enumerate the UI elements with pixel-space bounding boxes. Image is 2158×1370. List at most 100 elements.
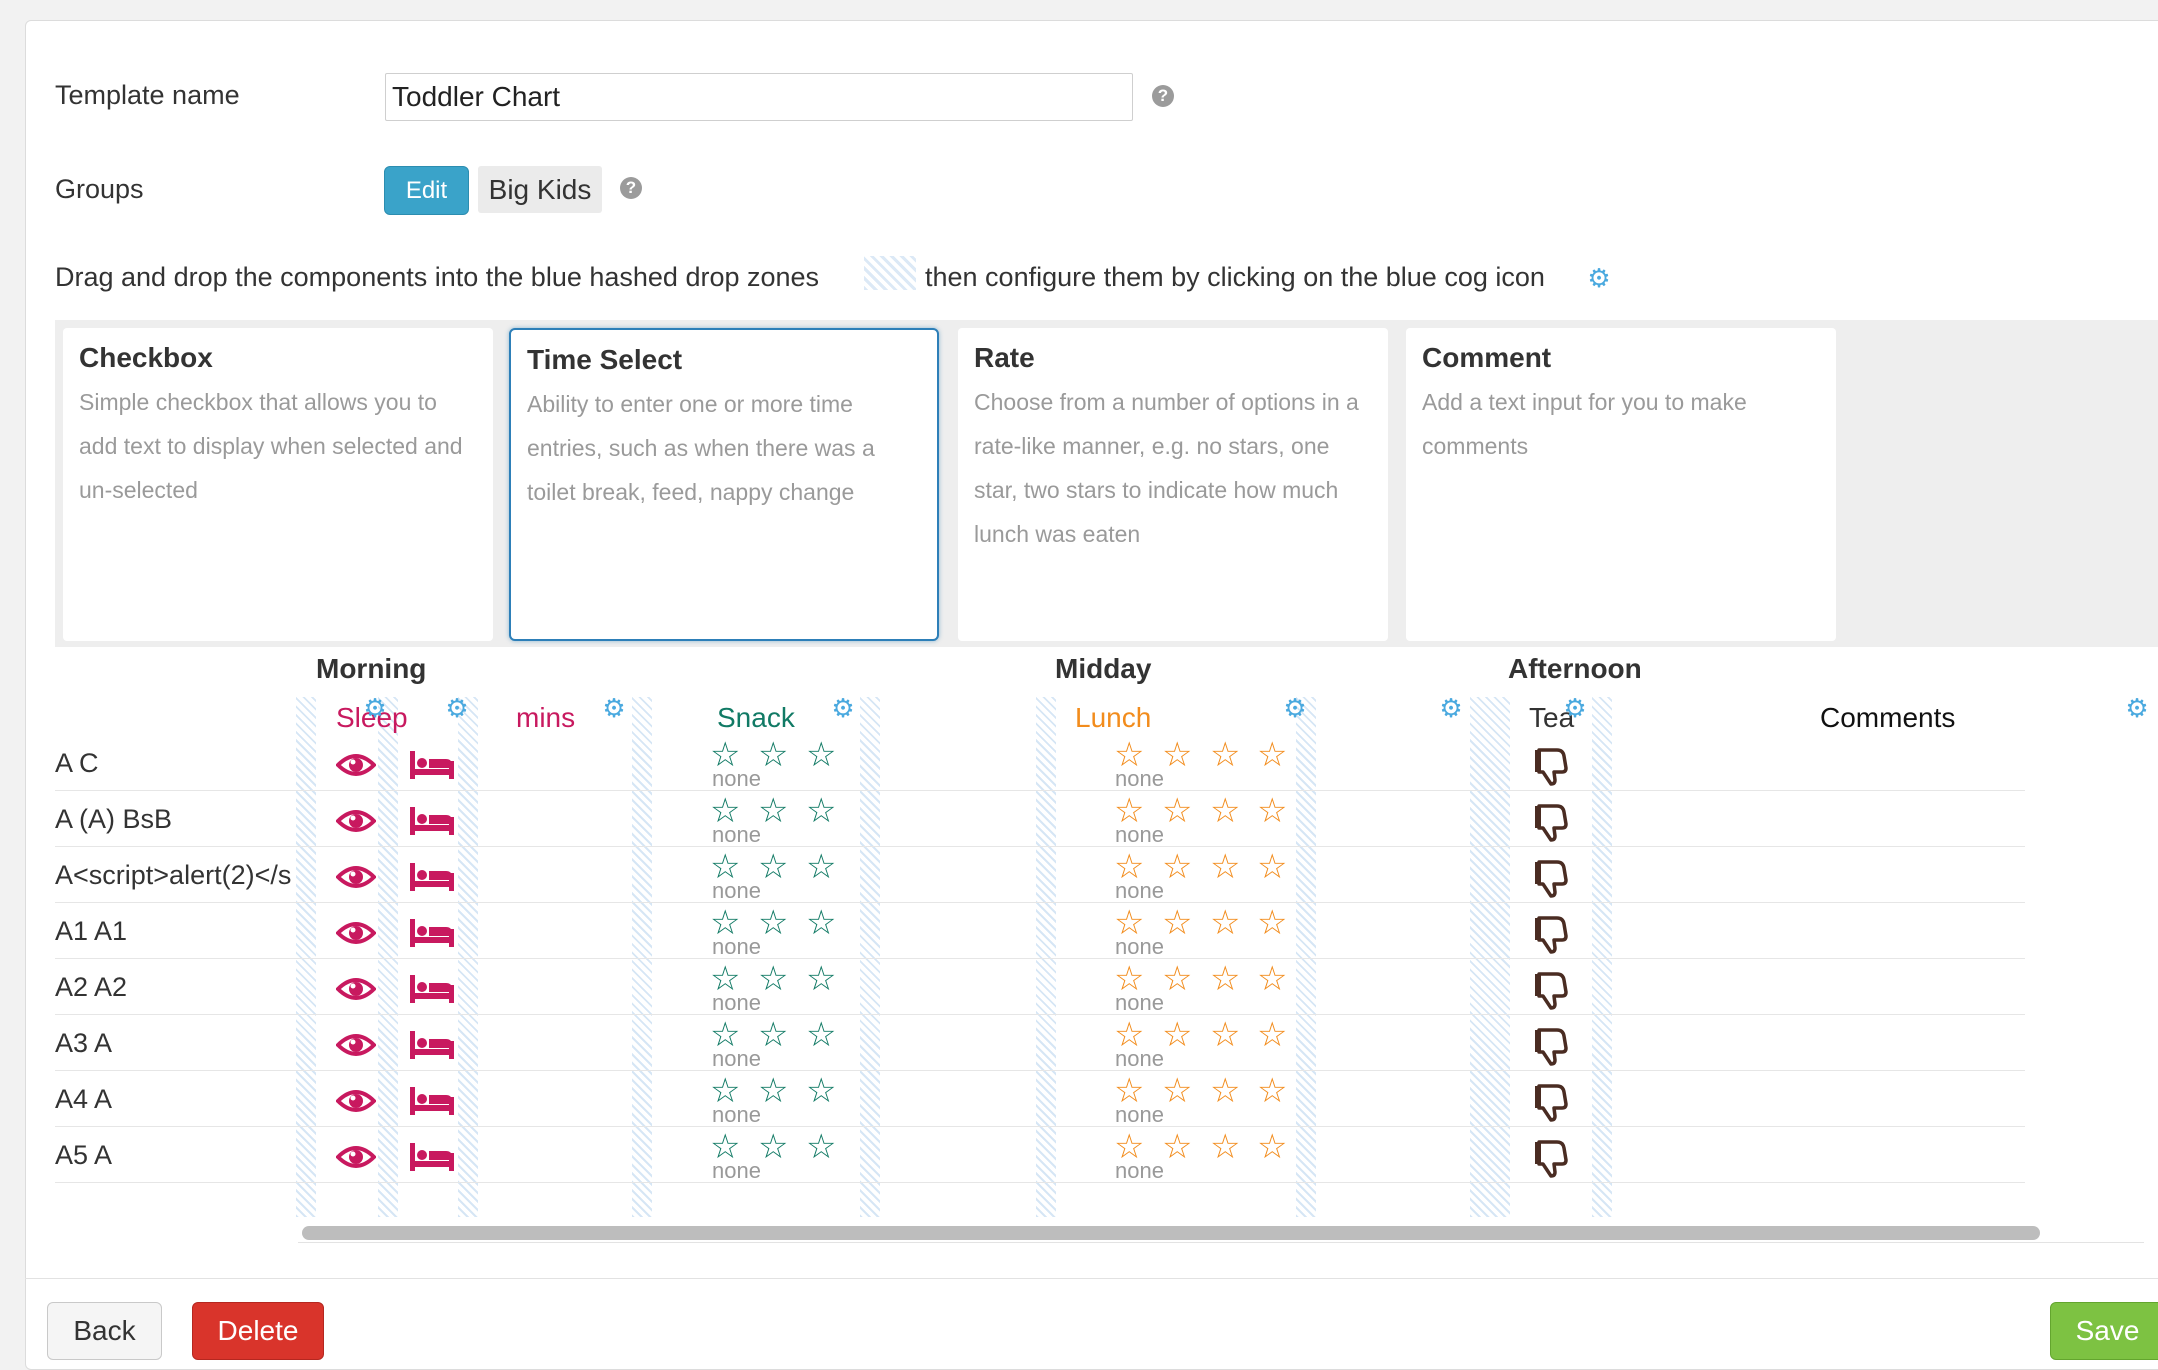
horizontal-scrollbar[interactable]	[302, 1226, 2040, 1240]
star-outline-icon[interactable]: ☆	[806, 1072, 837, 1110]
eye-icon[interactable]	[335, 918, 377, 953]
star-outline-icon[interactable]: ☆	[758, 736, 789, 774]
back-button[interactable]: Back	[47, 1302, 162, 1360]
star-outline-icon[interactable]: ☆	[710, 904, 741, 942]
eye-icon[interactable]	[335, 1086, 377, 1121]
bed-icon[interactable]	[408, 805, 456, 842]
template-name-input[interactable]	[385, 73, 1133, 121]
star-outline-icon[interactable]: ☆	[1162, 1016, 1193, 1054]
component-comment[interactable]: Comment Add a text input for you to make…	[1406, 328, 1836, 641]
star-outline-icon[interactable]: ☆	[1162, 1072, 1193, 1110]
star-outline-icon[interactable]: ☆	[1257, 1128, 1288, 1166]
star-outline-icon[interactable]: ☆	[758, 848, 789, 886]
drop-zone[interactable]	[1470, 697, 1510, 1217]
star-outline-icon[interactable]: ☆	[758, 1128, 789, 1166]
cog-icon[interactable]: ⚙	[363, 693, 387, 723]
eye-icon[interactable]	[335, 750, 377, 785]
star-outline-icon[interactable]: ☆	[1257, 792, 1288, 830]
star-outline-icon[interactable]: ☆	[1114, 1016, 1145, 1054]
star-outline-icon[interactable]: ☆	[1114, 792, 1145, 830]
bed-icon[interactable]	[408, 917, 456, 954]
bed-icon[interactable]	[408, 1029, 456, 1066]
bed-icon[interactable]	[408, 861, 456, 898]
star-outline-icon[interactable]: ☆	[806, 792, 837, 830]
thumbs-down-icon[interactable]	[1533, 746, 1569, 791]
star-outline-icon[interactable]: ☆	[1257, 1072, 1288, 1110]
star-outline-icon[interactable]: ☆	[1162, 792, 1193, 830]
drop-zone[interactable]	[378, 697, 398, 1217]
star-outline-icon[interactable]: ☆	[710, 848, 741, 886]
cog-icon[interactable]: ⚙	[2125, 693, 2149, 723]
star-outline-icon[interactable]: ☆	[710, 1128, 741, 1166]
thumbs-down-icon[interactable]	[1533, 970, 1569, 1015]
bed-icon[interactable]	[408, 1141, 456, 1178]
cog-icon[interactable]: ⚙	[1283, 693, 1307, 723]
star-outline-icon[interactable]: ☆	[1162, 1128, 1193, 1166]
drop-zone[interactable]	[1592, 697, 1612, 1217]
star-outline-icon[interactable]: ☆	[806, 904, 837, 942]
component-checkbox[interactable]: Checkbox Simple checkbox that allows you…	[63, 328, 493, 641]
star-outline-icon[interactable]: ☆	[1257, 904, 1288, 942]
eye-icon[interactable]	[335, 862, 377, 897]
star-outline-icon[interactable]: ☆	[806, 1128, 837, 1166]
thumbs-down-icon[interactable]	[1533, 1026, 1569, 1071]
star-outline-icon[interactable]: ☆	[1114, 904, 1145, 942]
bed-icon[interactable]	[408, 749, 456, 786]
help-icon[interactable]: ?	[1152, 85, 1174, 107]
thumbs-down-icon[interactable]	[1533, 1138, 1569, 1183]
star-outline-icon[interactable]: ☆	[1114, 1128, 1145, 1166]
cog-icon[interactable]: ⚙	[1439, 693, 1463, 723]
star-outline-icon[interactable]: ☆	[1114, 848, 1145, 886]
star-outline-icon[interactable]: ☆	[1210, 1128, 1241, 1166]
star-outline-icon[interactable]: ☆	[1114, 960, 1145, 998]
star-outline-icon[interactable]: ☆	[1162, 736, 1193, 774]
component-time-select[interactable]: Time Select Ability to enter one or more…	[509, 328, 939, 641]
star-outline-icon[interactable]: ☆	[758, 960, 789, 998]
edit-groups-button[interactable]: Edit	[384, 166, 469, 215]
eye-icon[interactable]	[335, 974, 377, 1009]
eye-icon[interactable]	[335, 806, 377, 841]
star-outline-icon[interactable]: ☆	[710, 792, 741, 830]
star-outline-icon[interactable]: ☆	[1210, 904, 1241, 942]
star-outline-icon[interactable]: ☆	[710, 960, 741, 998]
drop-zone[interactable]	[458, 697, 478, 1217]
bed-icon[interactable]	[408, 973, 456, 1010]
star-outline-icon[interactable]: ☆	[1210, 736, 1241, 774]
star-outline-icon[interactable]: ☆	[1162, 960, 1193, 998]
star-outline-icon[interactable]: ☆	[1257, 960, 1288, 998]
eye-icon[interactable]	[335, 1030, 377, 1065]
eye-icon[interactable]	[335, 1142, 377, 1177]
component-rate[interactable]: Rate Choose from a number of options in …	[958, 328, 1388, 641]
star-outline-icon[interactable]: ☆	[1210, 792, 1241, 830]
star-outline-icon[interactable]: ☆	[1257, 1016, 1288, 1054]
star-outline-icon[interactable]: ☆	[1114, 736, 1145, 774]
star-outline-icon[interactable]: ☆	[1114, 1072, 1145, 1110]
drop-zone[interactable]	[860, 697, 880, 1217]
drop-zone[interactable]	[1036, 697, 1056, 1217]
star-outline-icon[interactable]: ☆	[710, 1016, 741, 1054]
star-outline-icon[interactable]: ☆	[1210, 960, 1241, 998]
drop-zone[interactable]	[1296, 697, 1316, 1217]
star-outline-icon[interactable]: ☆	[1210, 1016, 1241, 1054]
cog-icon[interactable]: ⚙	[445, 693, 469, 723]
star-outline-icon[interactable]: ☆	[710, 736, 741, 774]
star-outline-icon[interactable]: ☆	[806, 848, 837, 886]
star-outline-icon[interactable]: ☆	[1210, 1072, 1241, 1110]
help-icon[interactable]: ?	[620, 177, 642, 199]
star-outline-icon[interactable]: ☆	[710, 1072, 741, 1110]
star-outline-icon[interactable]: ☆	[806, 736, 837, 774]
star-outline-icon[interactable]: ☆	[1162, 848, 1193, 886]
star-outline-icon[interactable]: ☆	[758, 1016, 789, 1054]
star-outline-icon[interactable]: ☆	[1257, 848, 1288, 886]
star-outline-icon[interactable]: ☆	[806, 960, 837, 998]
cog-icon[interactable]: ⚙	[602, 693, 626, 723]
star-outline-icon[interactable]: ☆	[1210, 848, 1241, 886]
save-button[interactable]: Save	[2050, 1302, 2158, 1360]
cog-icon[interactable]: ⚙	[831, 693, 855, 723]
thumbs-down-icon[interactable]	[1533, 914, 1569, 959]
delete-button[interactable]: Delete	[192, 1302, 324, 1360]
thumbs-down-icon[interactable]	[1533, 858, 1569, 903]
thumbs-down-icon[interactable]	[1533, 802, 1569, 847]
thumbs-down-icon[interactable]	[1533, 1082, 1569, 1127]
bed-icon[interactable]	[408, 1085, 456, 1122]
